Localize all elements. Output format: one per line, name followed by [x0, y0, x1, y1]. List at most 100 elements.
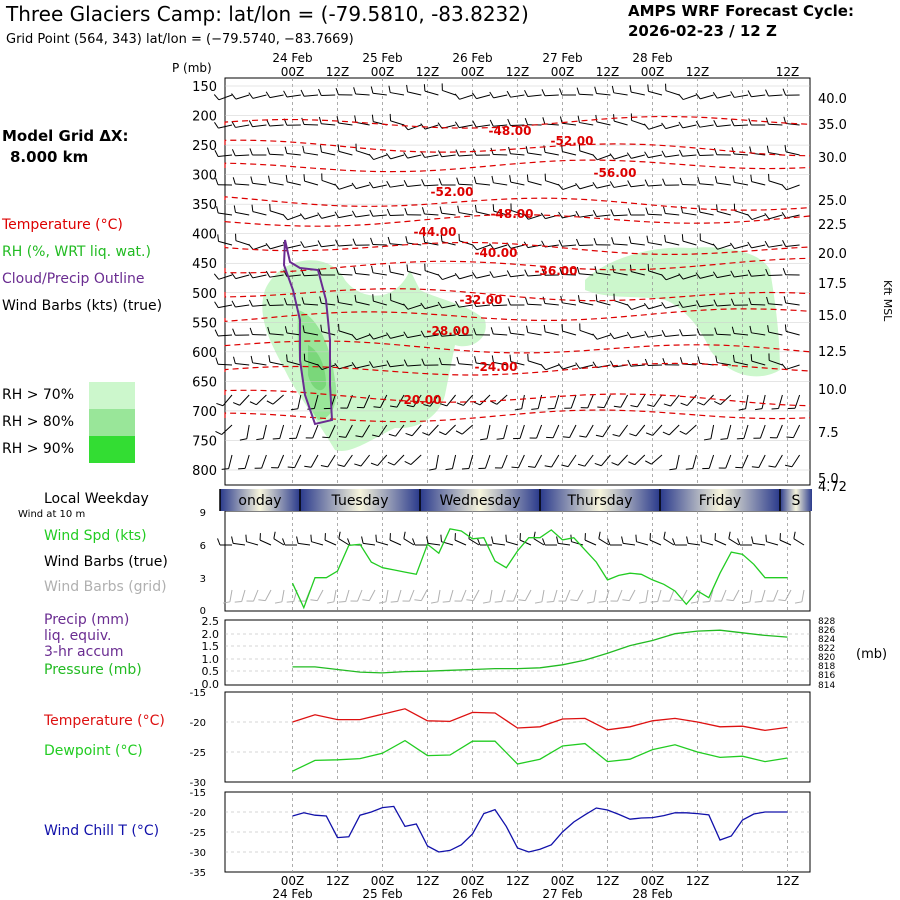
wind-barb [613, 214, 628, 217]
wind-barb-flag [678, 301, 684, 308]
wind-barb [221, 424, 233, 435]
wind-barb-flag [307, 408, 315, 410]
wind-barb [372, 92, 387, 96]
temp-tick-label: -30 [190, 778, 206, 789]
height-tick-label: 5.0 [818, 472, 839, 487]
wind-barb-flag [214, 329, 219, 337]
wind-barb-flag [765, 268, 769, 276]
wind-barb-flag [698, 205, 701, 213]
wind-barb-flag [371, 265, 374, 273]
wind-barb-flag [765, 89, 769, 97]
surface-wind-barb [714, 539, 727, 546]
wind-barb [584, 454, 594, 467]
pressure-tick-label: 700 [192, 405, 217, 420]
weekday-name: Tuesday [331, 493, 389, 509]
wind-barb-flag [661, 329, 666, 337]
grid-wind-barb-flag [274, 601, 283, 604]
wind-barb-flag [456, 402, 464, 406]
temp-tick-label: -25 [190, 748, 206, 759]
wind-barb-flag [720, 438, 728, 440]
wind-barb [458, 304, 473, 308]
wind-barb-flag [685, 468, 693, 470]
wind-barb-flag [455, 300, 460, 308]
wind-barb-flag [317, 363, 323, 370]
wind-barb [733, 153, 749, 156]
wind-barb-flag [231, 272, 237, 279]
wind-barb-flag [592, 209, 597, 217]
wind-barb-flag [437, 122, 443, 129]
height-tick-label: 7.5 [818, 426, 839, 441]
pressure-tick-label: 816 [818, 671, 835, 681]
weekday-cell [300, 489, 420, 511]
surface-wind-barb [558, 542, 571, 546]
wind-barb [345, 424, 353, 438]
wind-barb-flag [351, 210, 357, 218]
wind-barb-flag [679, 329, 683, 336]
pressure-tick-label: 750 [192, 434, 217, 449]
wind-barb-flag [526, 325, 529, 333]
wind-barb-flag [353, 266, 357, 274]
wind-barb [726, 424, 732, 439]
wind-barb [235, 274, 250, 280]
wind-barb [631, 271, 645, 276]
wind-barb [562, 151, 577, 156]
wind-barb-flag [336, 295, 340, 303]
wind-barb [613, 243, 628, 246]
wind-barb [778, 394, 783, 409]
surface-wind-barb-flag [751, 536, 754, 544]
wind-barb-flag [731, 147, 735, 155]
wind-barb [338, 273, 353, 276]
wind-barb [794, 394, 801, 409]
wind-barb-flag [644, 330, 649, 338]
wind-barb [510, 361, 525, 366]
wind-barb-flag [509, 175, 512, 183]
wind-barb-flag [403, 152, 408, 159]
wind-barb [304, 214, 319, 220]
grid-wind-barb [784, 589, 792, 601]
wind-barb-flag [369, 361, 374, 368]
wind-barb-flag [489, 119, 494, 127]
wind-barb [313, 394, 319, 409]
top-date-label: 25 Feb [362, 51, 402, 65]
grid-wind-barb-flag [414, 599, 422, 602]
wind-barb [544, 303, 559, 306]
wind-barb-flag [284, 326, 288, 334]
wind-barb-flag [508, 146, 511, 154]
grid-wind-barb [761, 589, 766, 602]
wind-barb-flag [405, 236, 408, 244]
weekday-cell [540, 489, 660, 511]
wind-barb [218, 304, 233, 309]
legend-rh80-swatch [89, 409, 135, 436]
wind-barb-flag [439, 403, 447, 407]
wind-barb-flag [421, 179, 425, 186]
model-grid-value: 8.000 km [10, 148, 89, 166]
grid-wind-barb-flag [518, 599, 526, 602]
wind-barb-flag [456, 177, 460, 185]
wind-barb-flag [747, 90, 752, 97]
grid-wind-barb-flag [794, 601, 803, 604]
wind-barb-flag [765, 117, 769, 125]
wind-barb [338, 214, 353, 219]
surface-wind-barb-flag [793, 531, 796, 539]
grid-wind-barb-flag [378, 601, 387, 604]
wind-barb-flag [703, 438, 712, 441]
wind-barb [252, 182, 267, 186]
wind-barb [741, 454, 749, 468]
wind-barb [458, 212, 473, 216]
wind-barb-flag [781, 184, 787, 191]
wind-barb-flag [370, 237, 374, 245]
wind-barb-flag [438, 329, 443, 337]
wind-barb-flag [299, 213, 306, 220]
grid-wind-barb-flag [482, 601, 491, 604]
wind-barb [699, 304, 714, 308]
wind-barb [545, 331, 559, 336]
grid-wind-barb [316, 589, 324, 601]
wind-barb-flag [406, 84, 409, 92]
wind-barb [613, 184, 628, 188]
wind-barb [476, 94, 491, 100]
wind-barb-flag [249, 401, 257, 406]
grid-wind-barb [345, 589, 350, 602]
weekday-name: S [792, 493, 801, 509]
wind-barb [785, 123, 800, 126]
